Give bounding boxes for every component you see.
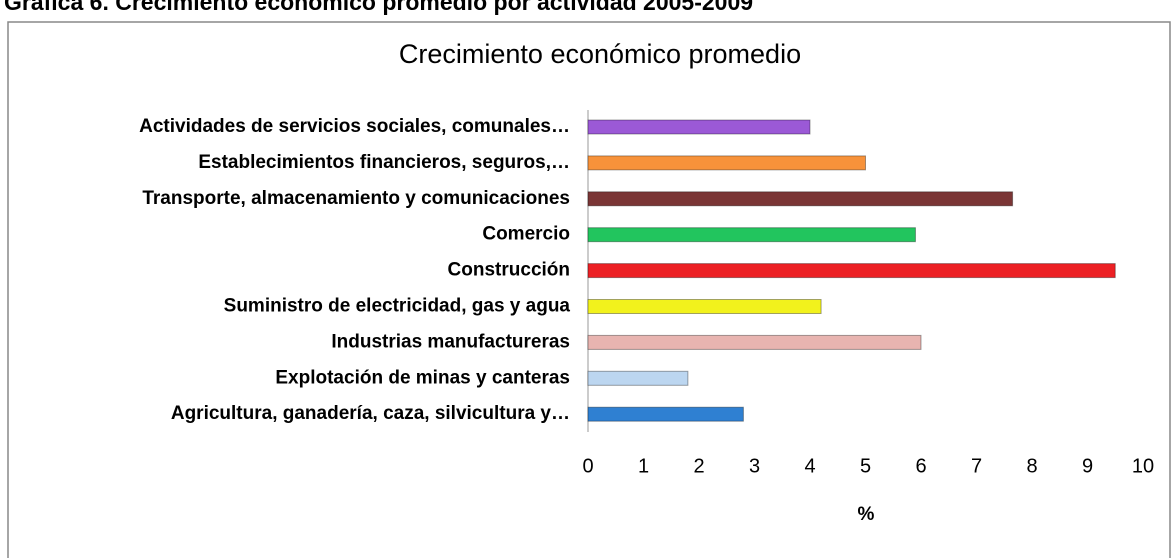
y-tick-label: Actividades de servicios sociales, comun…	[139, 116, 570, 137]
bar	[587, 406, 744, 422]
y-tick-label: Industrias manufactureras	[331, 331, 570, 352]
x-tick-label: 1	[638, 455, 649, 477]
bar	[587, 155, 866, 171]
chart-frame	[7, 21, 1171, 558]
bar	[587, 334, 922, 350]
bar	[587, 370, 689, 386]
bar	[587, 227, 916, 243]
bar	[587, 119, 811, 135]
x-tick-label: 3	[749, 455, 760, 477]
x-tick-label: 6	[915, 455, 926, 477]
x-tick-label: 7	[971, 455, 982, 477]
y-tick-label: Construcción	[448, 260, 570, 281]
y-tick-label: Comercio	[482, 224, 570, 245]
x-tick-label: 10	[1132, 455, 1154, 477]
bar	[587, 263, 1116, 279]
x-tick-label: 9	[1082, 455, 1093, 477]
heading: Gráfica 6. Crecimiento económico promedi…	[4, 0, 753, 15]
y-tick-label: Agricultura, ganadería, caza, silvicultu…	[171, 403, 570, 424]
bar	[587, 299, 822, 314]
x-tick-label: 0	[582, 455, 593, 477]
x-tick-label: 8	[1026, 455, 1037, 477]
chart-title: Crecimiento económico promedio	[399, 39, 801, 69]
x-tick-label: 2	[693, 455, 704, 477]
y-tick-label: Explotación de minas y canteras	[275, 367, 570, 388]
x-axis-label: %	[858, 504, 875, 525]
y-tick-label: Establecimientos financieros, seguros,…	[198, 152, 570, 173]
x-tick-label: 5	[860, 455, 871, 477]
y-tick-label: Transporte, almacenamiento y comunicacio…	[142, 188, 570, 209]
bar	[587, 191, 1014, 207]
x-tick-label: 4	[804, 455, 815, 477]
y-tick-label: Suministro de electricidad, gas y agua	[224, 296, 571, 317]
